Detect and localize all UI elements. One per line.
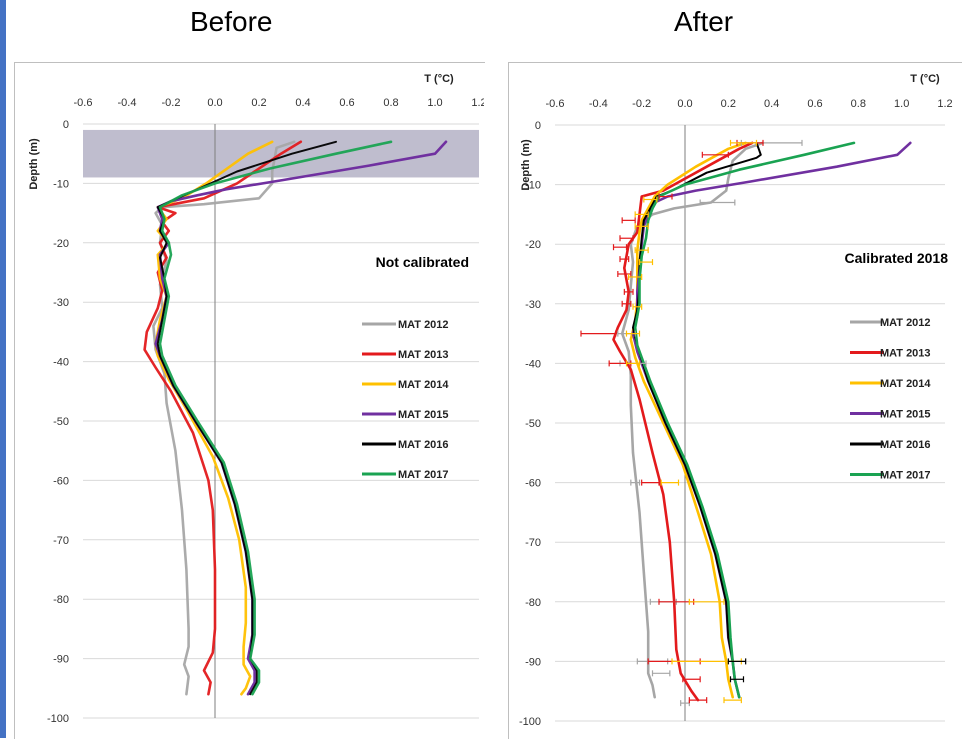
x-tick-label: 0.8	[383, 97, 398, 109]
y-tick-label: -30	[53, 297, 69, 309]
before-heading: Before	[190, 6, 273, 37]
x-tick-label: 1.2	[937, 98, 952, 110]
y-tick-label: 0	[535, 120, 541, 132]
y-tick-label: -100	[47, 713, 69, 725]
x-tick-label: -0.4	[589, 98, 608, 110]
x-tick-label: -0.2	[632, 98, 651, 110]
legend-label: MAT 2014	[880, 378, 931, 390]
y-tick-label: -70	[53, 535, 69, 547]
series-line-mat-2013	[612, 141, 754, 702]
series-line-mat-2012	[152, 140, 296, 696]
x-tick-label: 1.0	[894, 98, 909, 110]
y-tick-label: -10	[53, 178, 69, 190]
y-tick-label: -50	[53, 416, 69, 428]
x-tick-label: -0.2	[162, 97, 181, 109]
y-tick-label: -90	[53, 654, 69, 666]
x-tick-label: 0.6	[807, 98, 822, 110]
y-tick-label: -40	[525, 358, 541, 370]
y-tick-label: -60	[53, 475, 69, 487]
x-tick-label: -0.6	[546, 98, 565, 110]
after-panel-frame	[508, 62, 962, 739]
x-tick-label: 0.2	[251, 97, 266, 109]
y-tick-label: -40	[53, 357, 69, 369]
after-chart: 0 -10 -20 -30 -40 -50 -60 -70 -80 -90 -100 -0.6 -0.4…	[519, 73, 953, 728]
x-tick-label: 0.0	[677, 98, 692, 110]
x-axis-title: T (°C)	[910, 73, 940, 85]
after-heading: After	[674, 6, 734, 37]
x-tick-label: -0.4	[118, 97, 137, 109]
legend-label: MAT 2013	[880, 348, 931, 360]
y-tick-label: -100	[519, 716, 541, 728]
calibration-annotation: Not calibrated	[376, 254, 469, 270]
legend-label: MAT 2013	[398, 349, 449, 361]
x-axis-title: T (°C)	[424, 73, 454, 85]
y-tick-label: -20	[53, 238, 69, 250]
legend-label: MAT 2014	[398, 379, 449, 391]
series-line-mat-2017	[158, 140, 393, 696]
legend-label: MAT 2017	[880, 470, 931, 482]
x-tick-label: 0.4	[764, 98, 779, 110]
y-axis-title: Depth (m)	[520, 139, 532, 191]
y-tick-label: -80	[525, 597, 541, 609]
y-tick-label: -50	[525, 418, 541, 430]
series-line-mat-2016	[632, 141, 762, 699]
x-tick-label: -0.6	[74, 97, 93, 109]
left-accent-bar	[0, 0, 6, 738]
before-chart: 0 -10 -20 -30 -40 -50 -60 -70 -80 -90 -100 -0.6 -0.4…	[28, 73, 484, 725]
x-tick-label: 0.6	[339, 97, 354, 109]
series-line-mat-2012	[620, 141, 765, 699]
legend-label: MAT 2016	[398, 439, 449, 451]
x-tick-label: 1.2	[471, 97, 484, 109]
y-axis-title: Depth (m)	[28, 138, 40, 190]
series-line-mat-2017	[633, 141, 856, 699]
y-tick-label: -10	[525, 180, 541, 192]
legend-label: MAT 2015	[398, 409, 449, 421]
legend-label: MAT 2015	[880, 409, 931, 421]
x-tick-label: 0.2	[721, 98, 736, 110]
x-tick-label: 0.4	[295, 97, 310, 109]
legend-label: MAT 2012	[880, 317, 931, 329]
y-tick-label: -30	[525, 299, 541, 311]
legend-label: MAT 2016	[880, 439, 931, 451]
x-tick-label: 0.8	[851, 98, 866, 110]
x-tick-label: 0.0	[207, 97, 222, 109]
legend-label: MAT 2017	[398, 469, 449, 481]
legend-label: MAT 2012	[398, 319, 449, 331]
y-tick-label: 0	[63, 119, 69, 131]
before-panel-frame	[14, 62, 485, 739]
y-tick-label: -80	[53, 594, 69, 606]
y-tick-label: -70	[525, 537, 541, 549]
y-tick-label: -60	[525, 478, 541, 490]
y-tick-label: -20	[525, 239, 541, 251]
calibration-annotation: Calibrated 2018	[845, 250, 949, 266]
y-tick-label: -90	[525, 656, 541, 668]
x-tick-label: 1.0	[427, 97, 442, 109]
